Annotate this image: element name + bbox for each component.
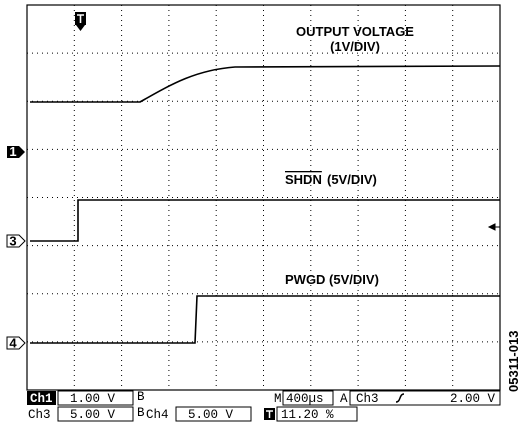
ch1-scale: 1.00 V [70,392,116,406]
trigger-position: 11.20 % [281,408,334,422]
time-scale: 400µs [286,392,324,406]
shdn-label: SHDN [285,172,322,187]
ch3-scale: 5.00 V [70,408,116,422]
graticule-border [26,4,501,391]
trigger-slope [395,393,405,403]
ch1-badge [27,391,56,405]
ch4-marker: 4 [6,336,26,351]
graticule [27,5,500,390]
trigger-source: Ch3 [356,392,379,406]
time-prefix: M [274,392,282,406]
ch4-marker-label: 4 [9,336,17,351]
time-box [282,390,334,406]
trigger-level: 2.00 V [450,392,496,406]
shdn-trace [30,199,500,242]
output-voltage-trace [30,65,501,103]
ch4-scale-box [175,406,252,422]
figure-id: 05311-013 [506,331,521,392]
trigger-level-marker [487,223,500,231]
pwgd-trace [30,295,500,344]
trigger-marker [75,12,86,31]
pwgd-label: PWGD (5V/DIV) [285,272,379,287]
bw-indicator: B [137,406,145,420]
output-scale-label: (1V/DIV) [330,39,380,54]
ch1-label: Ch1 [30,392,53,406]
ch3-marker-label: 3 [9,234,16,249]
ch3-label: Ch3 [28,408,51,422]
trigger-mode: A [340,392,348,406]
ch4-scale: 5.00 V [188,408,234,422]
ch1-scale-box [57,390,134,406]
ch1-marker: 1 [7,144,25,159]
bw-indicator: B [137,390,145,404]
ch3-scale-box [57,406,134,422]
ch3-marker: 3 [6,234,26,249]
trigger-box [349,390,501,406]
ch1-marker-label: 1 [9,144,16,159]
shdn-scale-label: (5V/DIV) [327,172,377,187]
output-voltage-label: OUTPUT VOLTAGE [296,24,414,39]
trigger-position-box [276,406,358,422]
ch4-label: Ch4 [146,408,169,422]
